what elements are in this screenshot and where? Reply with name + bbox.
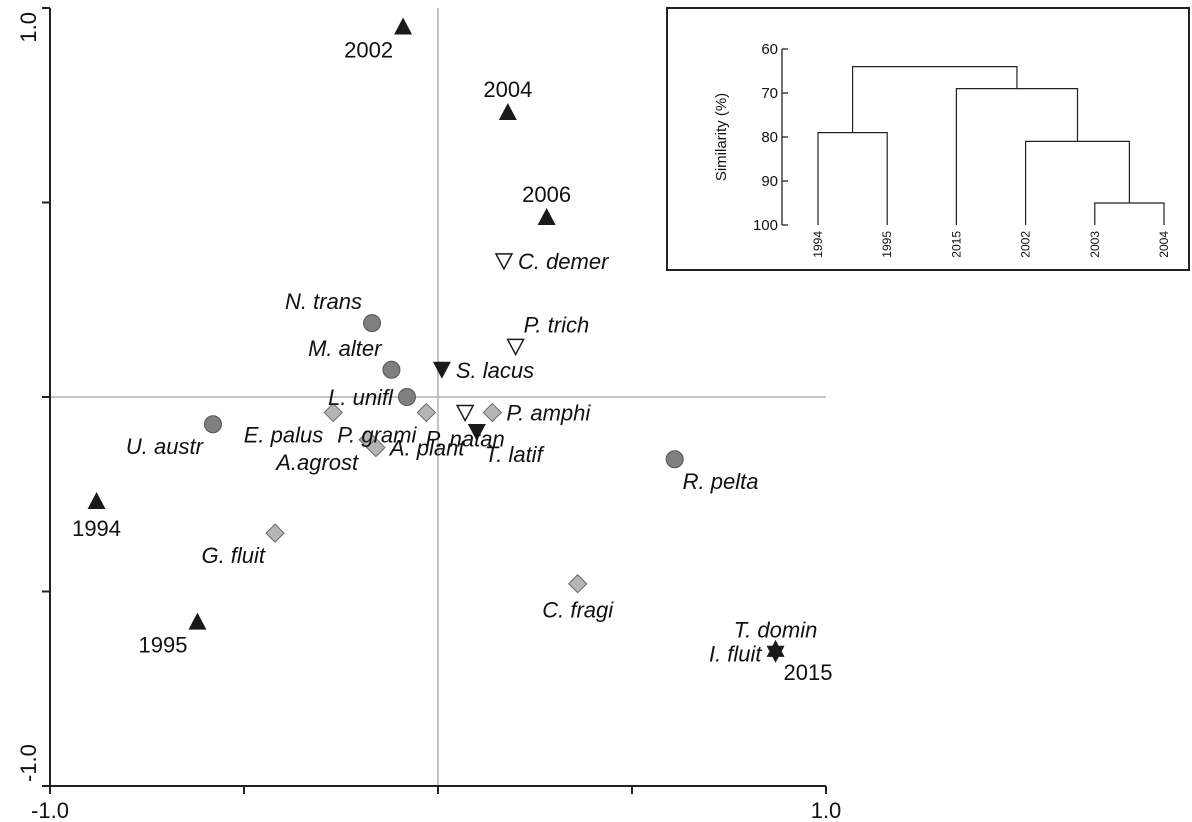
p-grami-marker bbox=[417, 404, 435, 422]
e-palus-label: E. palus bbox=[244, 423, 324, 448]
2004-label: 2004 bbox=[483, 77, 532, 102]
1995-label: 1995 bbox=[138, 633, 187, 658]
dendrogram-leaf-1995: 1995 bbox=[880, 231, 894, 258]
2015-label: 2015 bbox=[784, 660, 833, 685]
m-alter-label: M. alter bbox=[308, 336, 383, 361]
dendrogram-tick-label: 70 bbox=[761, 85, 778, 102]
t-domin-label: T. domin bbox=[734, 618, 818, 643]
c-fragi-label: C. fragi bbox=[542, 598, 614, 623]
p-amphi-marker bbox=[483, 404, 501, 422]
x-tick-label: -1.0 bbox=[31, 798, 69, 822]
c-demer-marker bbox=[496, 254, 512, 269]
c-demer-label: C. demer bbox=[518, 249, 610, 274]
r-pelta-label: R. pelta bbox=[683, 469, 759, 494]
r-pelta-marker bbox=[666, 451, 683, 468]
a-agrost-label: A.agrost bbox=[274, 450, 359, 475]
l-unifl-label: L. unifl bbox=[328, 385, 394, 410]
dendrogram-leaf-2015: 2015 bbox=[949, 231, 963, 258]
y-tick-label: 1.0 bbox=[16, 12, 41, 43]
m-alter-marker bbox=[383, 361, 400, 378]
2002-marker bbox=[394, 17, 412, 34]
1994-label: 1994 bbox=[72, 516, 121, 541]
p-natan-marker bbox=[457, 406, 473, 421]
u-austr-marker bbox=[204, 416, 221, 433]
p-natan-label: P. natan bbox=[426, 427, 505, 452]
c-fragi-marker bbox=[569, 575, 587, 593]
dendrogram-leaf-2004: 2004 bbox=[1157, 231, 1171, 258]
2006-label: 2006 bbox=[522, 182, 571, 207]
dendrogram-tick-label: 100 bbox=[753, 217, 778, 234]
p-amphi-label: P. amphi bbox=[506, 401, 591, 426]
s-lacus-marker bbox=[433, 362, 451, 379]
dendrogram-frame bbox=[667, 8, 1189, 270]
dendrogram-tick-label: 60 bbox=[761, 41, 778, 58]
p-grami-label: P. grami bbox=[337, 423, 417, 448]
g-fluit-label: G. fluit bbox=[201, 543, 265, 568]
p-trich-marker bbox=[508, 339, 524, 354]
1994-marker bbox=[88, 492, 106, 509]
2004-marker bbox=[499, 103, 517, 120]
dendrogram-tick-label: 90 bbox=[761, 173, 778, 190]
g-fluit-marker bbox=[266, 524, 284, 542]
y-tick-label: -1.0 bbox=[16, 744, 41, 782]
s-lacus-label: S. lacus bbox=[456, 358, 534, 383]
l-unifl-marker bbox=[398, 389, 415, 406]
dendrogram-inset: 60 70 80 90 100 1994 1995 2015 2002 2003 2004 Sim… bbox=[667, 8, 1189, 270]
dendrogram-y-axis-label: Similarity (%) bbox=[713, 93, 730, 181]
u-austr-label: U. austr bbox=[126, 434, 205, 459]
n-trans-marker bbox=[364, 315, 381, 332]
dendrogram-leaf-1994: 1994 bbox=[811, 231, 825, 258]
dendrogram-leaf-2003: 2003 bbox=[1088, 231, 1102, 258]
x-tick-label: 1.0 bbox=[811, 798, 842, 822]
dendrogram-leaf-2002: 2002 bbox=[1019, 231, 1033, 258]
i-fluit-label: I. fluit bbox=[709, 642, 762, 667]
2002-label: 2002 bbox=[344, 37, 393, 62]
n-trans-label: N. trans bbox=[285, 289, 362, 314]
p-trich-label: P. trich bbox=[524, 312, 590, 337]
2006-marker bbox=[538, 208, 556, 225]
1995-marker bbox=[188, 613, 206, 630]
dendrogram-tick-label: 80 bbox=[761, 129, 778, 146]
